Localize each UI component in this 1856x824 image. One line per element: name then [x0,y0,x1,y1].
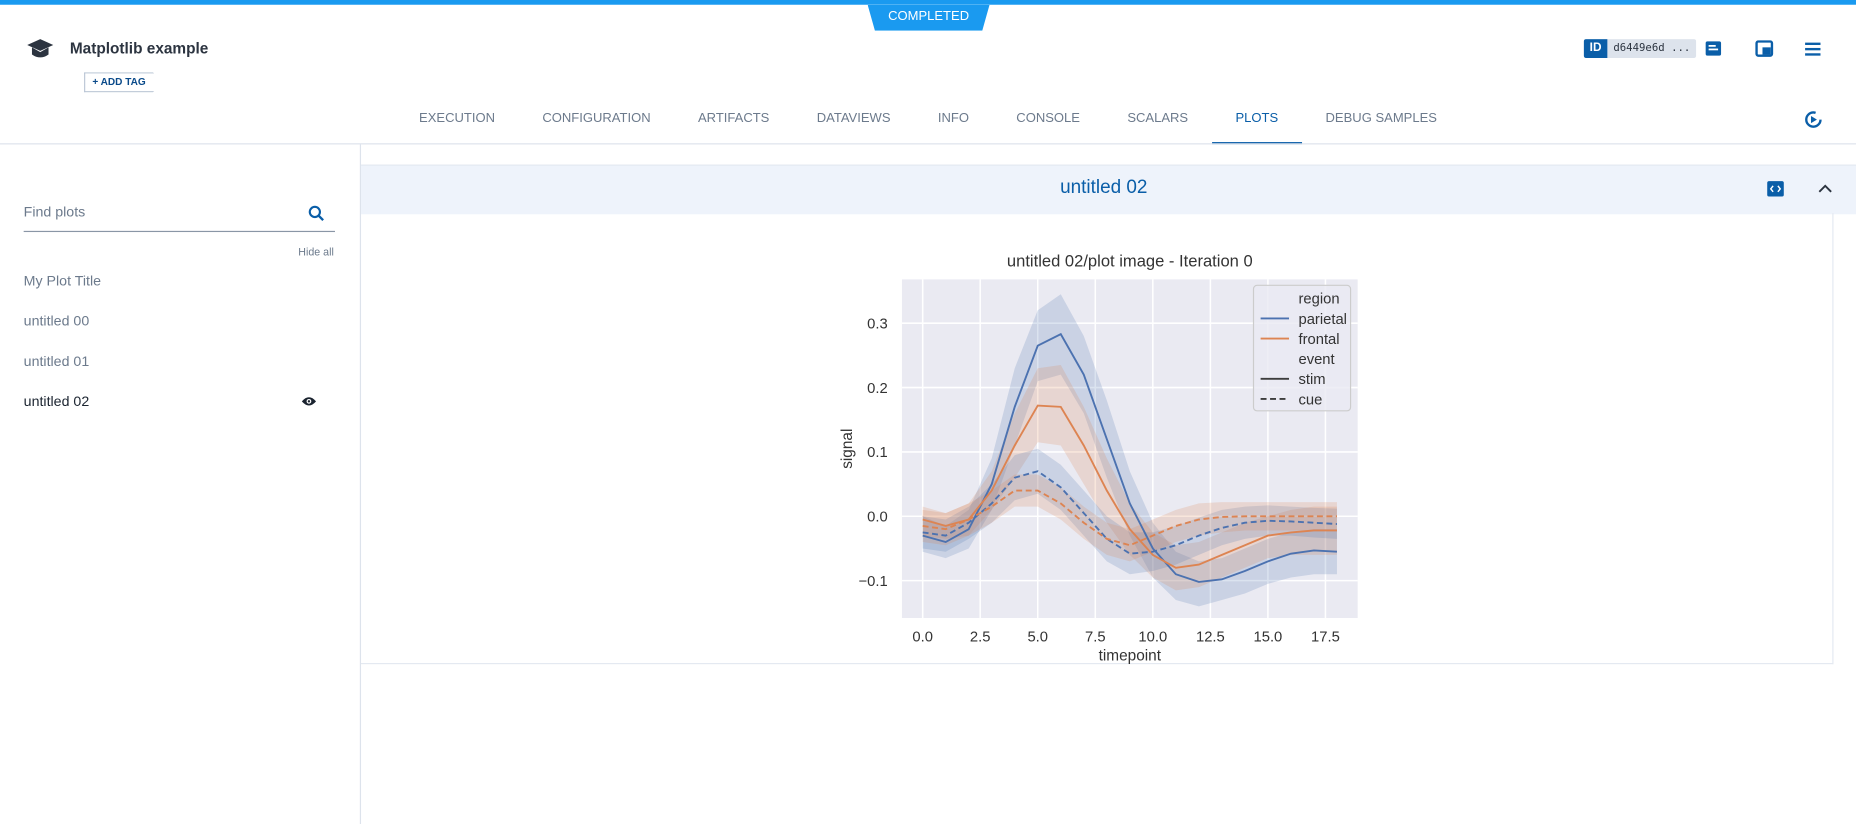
plot-list-item[interactable]: untitled 01 [23,352,90,370]
search-icon[interactable] [308,205,326,223]
y-tick-label: 0.1 [867,445,888,461]
search-placeholder: Find plots [23,203,86,221]
legend-label: parietal [1298,312,1346,328]
eye-icon[interactable] [301,395,318,407]
tab-bar: EXECUTION CONFIGURATION ARTIFACTS DATAVIEWS… [0,104,1856,145]
id-value: d6449e6d ... [1607,39,1697,59]
line [922,470,1338,555]
x-tick-label: 10.0 [1138,630,1167,646]
y-tick-label: 0.0 [867,510,888,526]
refresh-icon[interactable] [1803,109,1824,130]
tab[interactable]: DEBUG SAMPLES [1325,111,1437,126]
confidence-band [922,474,1337,562]
x-tick-label: 0.0 [912,630,933,646]
divider [0,143,1856,145]
confidence-band [922,365,1337,591]
add-tag-label: ADD TAG [100,75,146,88]
plot-list-item[interactable]: untitled 00 [23,312,90,330]
panel-title: untitled 02 [1060,177,1148,198]
id-key: ID [1583,39,1608,59]
hide-all[interactable]: Hide all [298,246,334,259]
layout-icon[interactable] [1755,40,1774,57]
line [922,404,1337,569]
experiment-title: Matplotlib example [69,39,209,57]
tab[interactable]: CONFIGURATION [542,111,651,126]
sidebar [0,144,362,824]
tab[interactable]: EXECUTION [419,111,496,126]
chart-title: untitled 02/plot image - Iteration 0 [1007,251,1253,270]
tab[interactable]: DATAVIEWS [816,111,891,126]
y-axis-label: signal [839,429,856,469]
plot-list-item[interactable]: untitled 02 [23,393,90,410]
legend-label: event [1298,352,1334,368]
x-tick-label: 7.5 [1085,630,1106,646]
collapse-icon[interactable] [1818,184,1832,193]
legend-label: stim [1298,372,1325,388]
panel-header [361,164,1856,215]
tab[interactable]: INFO [937,111,969,126]
logo [27,39,54,58]
info-icon[interactable] [1705,41,1722,56]
menu-icon[interactable] [1805,42,1821,56]
add-tag[interactable]: + ADD TAG [84,72,163,93]
tab[interactable]: CONSOLE [1016,111,1080,126]
x-axis-label: timepoint [1099,648,1162,665]
x-tick-label: 2.5 [970,630,991,646]
status-badge: COMPLETED [867,4,990,31]
confidence-band [922,294,1337,607]
x-tick-label: 12.5 [1196,630,1225,646]
confidence-band [922,448,1337,575]
y-tick-label: 0.2 [867,381,888,397]
legend-label: frontal [1298,332,1339,348]
panel-body [361,213,1834,665]
y-tick-label: −0.1 [859,574,888,590]
legend-label: region [1298,292,1339,308]
legend-label: cue [1298,392,1322,408]
embed-icon[interactable] [1767,181,1784,197]
header-icons [1705,40,1821,57]
line [922,332,1338,583]
panel-icons [1767,181,1832,197]
search-input[interactable]: Find plots [23,203,335,233]
top-bar [0,0,1856,5]
x-tick-label: 17.5 [1311,630,1340,646]
tab[interactable]: SCALARS [1127,111,1189,126]
plus: + [92,75,101,88]
id-badge[interactable]: ID d6449e6d ... [1583,39,1697,59]
y-tick-label: 0.3 [867,317,888,333]
x-tick-label: 5.0 [1027,630,1048,646]
tab[interactable]: ARTIFACTS [697,111,770,126]
x-tick-label: 15.0 [1254,630,1283,646]
plot-list-item[interactable]: My Plot Title [23,272,102,289]
